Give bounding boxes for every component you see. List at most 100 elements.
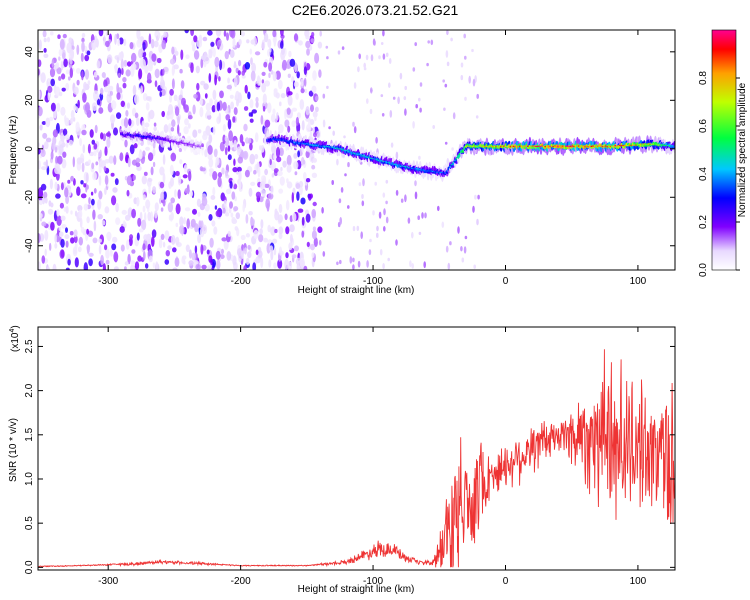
spectrogram-noise-cell — [307, 120, 311, 131]
spectrogram-noise-cell — [311, 164, 316, 170]
spectrogram-noise-cell — [62, 151, 67, 158]
spectrogram-noise-cell — [68, 76, 71, 81]
spectrogram-noise-cell — [267, 38, 272, 48]
spectrogram-noise-cell — [143, 171, 148, 176]
spectrogram-noise-cell — [258, 234, 264, 243]
spectrogram-noise-cell — [217, 172, 222, 178]
spectrogram-noise-cell — [260, 257, 264, 268]
spectrogram-noise-cell — [78, 157, 85, 164]
x-tick-label: -300 — [98, 576, 118, 587]
spectrogram-noise-cell — [464, 96, 467, 101]
spectrogram-noise-cell — [104, 244, 108, 251]
spectrogram-noise-cell — [214, 56, 220, 68]
colorbar-ticks: 0.0 0.2 0.4 0.6 0.8 — [698, 71, 740, 277]
spectrogram-noise-cell — [219, 59, 223, 71]
spectrogram-noise-cell — [187, 115, 193, 120]
spectrogram-noise-cell — [60, 106, 66, 116]
spectrogram-noise-cell — [255, 256, 261, 264]
spectrogram-noise-cell — [69, 118, 73, 125]
spectrogram-noise-cell — [138, 68, 143, 80]
spectrogram-noise-cell — [237, 146, 242, 153]
x-tick-label: -200 — [231, 276, 251, 287]
spectrogram-noise-cell — [91, 139, 96, 145]
y-tick-label: 1.5 — [24, 427, 35, 441]
spectrogram-noise-cell — [140, 85, 144, 95]
spectrogram-noise-cell — [86, 184, 89, 190]
spectrogram-noise-cell — [120, 100, 126, 108]
spectrogram-noise-cell — [99, 149, 102, 158]
spectrogram-noise-cell — [142, 243, 146, 251]
spectrogram-noise-cell — [100, 254, 104, 266]
spectrogram-noise-cell — [358, 53, 362, 60]
spectrogram-noise-cell — [378, 211, 382, 219]
spectrogram-noise-cell — [43, 141, 49, 150]
spectrogram-noise-cell — [383, 208, 386, 216]
spectrogram-noise-cell — [236, 98, 239, 107]
spectrogram-noise-cell — [142, 194, 146, 201]
spectrogram-noise-cell — [231, 216, 236, 224]
spectrogram-noise-cell — [306, 241, 310, 248]
spectrogram-noise-cell — [208, 168, 214, 173]
spectrogram-noise-cell — [286, 63, 290, 70]
x-tick-label: -100 — [363, 276, 383, 287]
spectrogram-noise-cell — [291, 107, 298, 112]
spectrogram-noise-cell — [61, 87, 66, 92]
x-tick-label: 100 — [630, 576, 647, 587]
spectrogram-noise-cell — [263, 32, 269, 43]
spectrogram-noise-cell — [275, 92, 280, 99]
spectrogram-noise-cell — [92, 237, 98, 244]
spectrogram-noise-cell — [163, 124, 169, 134]
spectrogram-noise-cell — [289, 224, 295, 233]
spectrogram-noise-cell — [204, 203, 210, 212]
spectrogram-noise-cell — [227, 230, 231, 237]
spectrogram-noise-cell — [379, 249, 383, 256]
spectrogram-noise-cell — [61, 224, 67, 229]
spectrogram-noise-cell — [115, 217, 121, 226]
spectrogram-noise-cell — [344, 173, 347, 177]
spectrogram-noise-cell — [164, 230, 170, 241]
spectrogram-noise-cell — [150, 38, 155, 49]
spectrogram-noise-cell — [322, 93, 326, 99]
spectrogram-noise-cell — [226, 32, 229, 41]
spectrogram-noise-cell — [178, 147, 182, 153]
spectrogram-noise-cell — [262, 105, 266, 112]
spectrogram-noise-cell — [305, 106, 310, 116]
spectrogram-noise-cell — [218, 112, 222, 124]
spectrogram-noise-cell — [243, 265, 247, 270]
spectrogram-noise-cell — [79, 138, 82, 146]
spectrogram-noise-cell — [252, 262, 257, 270]
spectrogram-noise-cell — [40, 149, 46, 158]
spectrogram-noise-cell — [152, 186, 157, 194]
spectrogram-noise-cell — [98, 157, 103, 168]
spectrogram-noise-cell — [64, 187, 69, 198]
spectrogram-noise-cell — [124, 266, 127, 270]
spectrogram-noise-cell — [64, 115, 67, 123]
spectrogram-noise-cell — [289, 58, 296, 67]
spectrogram-noise-cell — [192, 104, 196, 115]
x-tick-label: 100 — [630, 276, 647, 287]
spectrogram-noise-cell — [63, 58, 68, 68]
spectrogram-noise-cell — [46, 266, 50, 270]
spectrogram-noise-cell — [261, 82, 266, 93]
spectrogram-noise-cell — [273, 88, 278, 93]
spectrogram-noise-cell — [39, 124, 43, 131]
spectrogram-noise-cell — [187, 123, 191, 129]
spectrogram-noise-cell — [168, 214, 172, 221]
spectrogram-noise-cell — [161, 110, 165, 118]
spectrogram-noise-cell — [248, 137, 252, 144]
spectrogram-noise-cell — [153, 122, 157, 127]
spectrogram-noise-cell — [162, 172, 166, 184]
spectrogram-noise-cell — [388, 82, 391, 88]
spectrogram-noise-cell — [122, 82, 127, 89]
spectrogram-noise-cell — [93, 90, 99, 102]
spectrogram-noise-cell — [131, 249, 136, 254]
spectrogram-noise-cell — [73, 235, 78, 244]
spectrogram-noise-cell — [288, 242, 293, 251]
spectrogram-noise-cell — [91, 39, 97, 51]
spectrogram-noise-cell — [158, 238, 163, 249]
spectrogram-noise-cell — [162, 199, 166, 207]
spectrogram-noise-cell — [208, 73, 212, 83]
spectrogram-noise-cell — [268, 62, 273, 72]
spectrogram-noise-cell — [269, 245, 274, 253]
spectrogram-noise-cell — [151, 229, 157, 238]
